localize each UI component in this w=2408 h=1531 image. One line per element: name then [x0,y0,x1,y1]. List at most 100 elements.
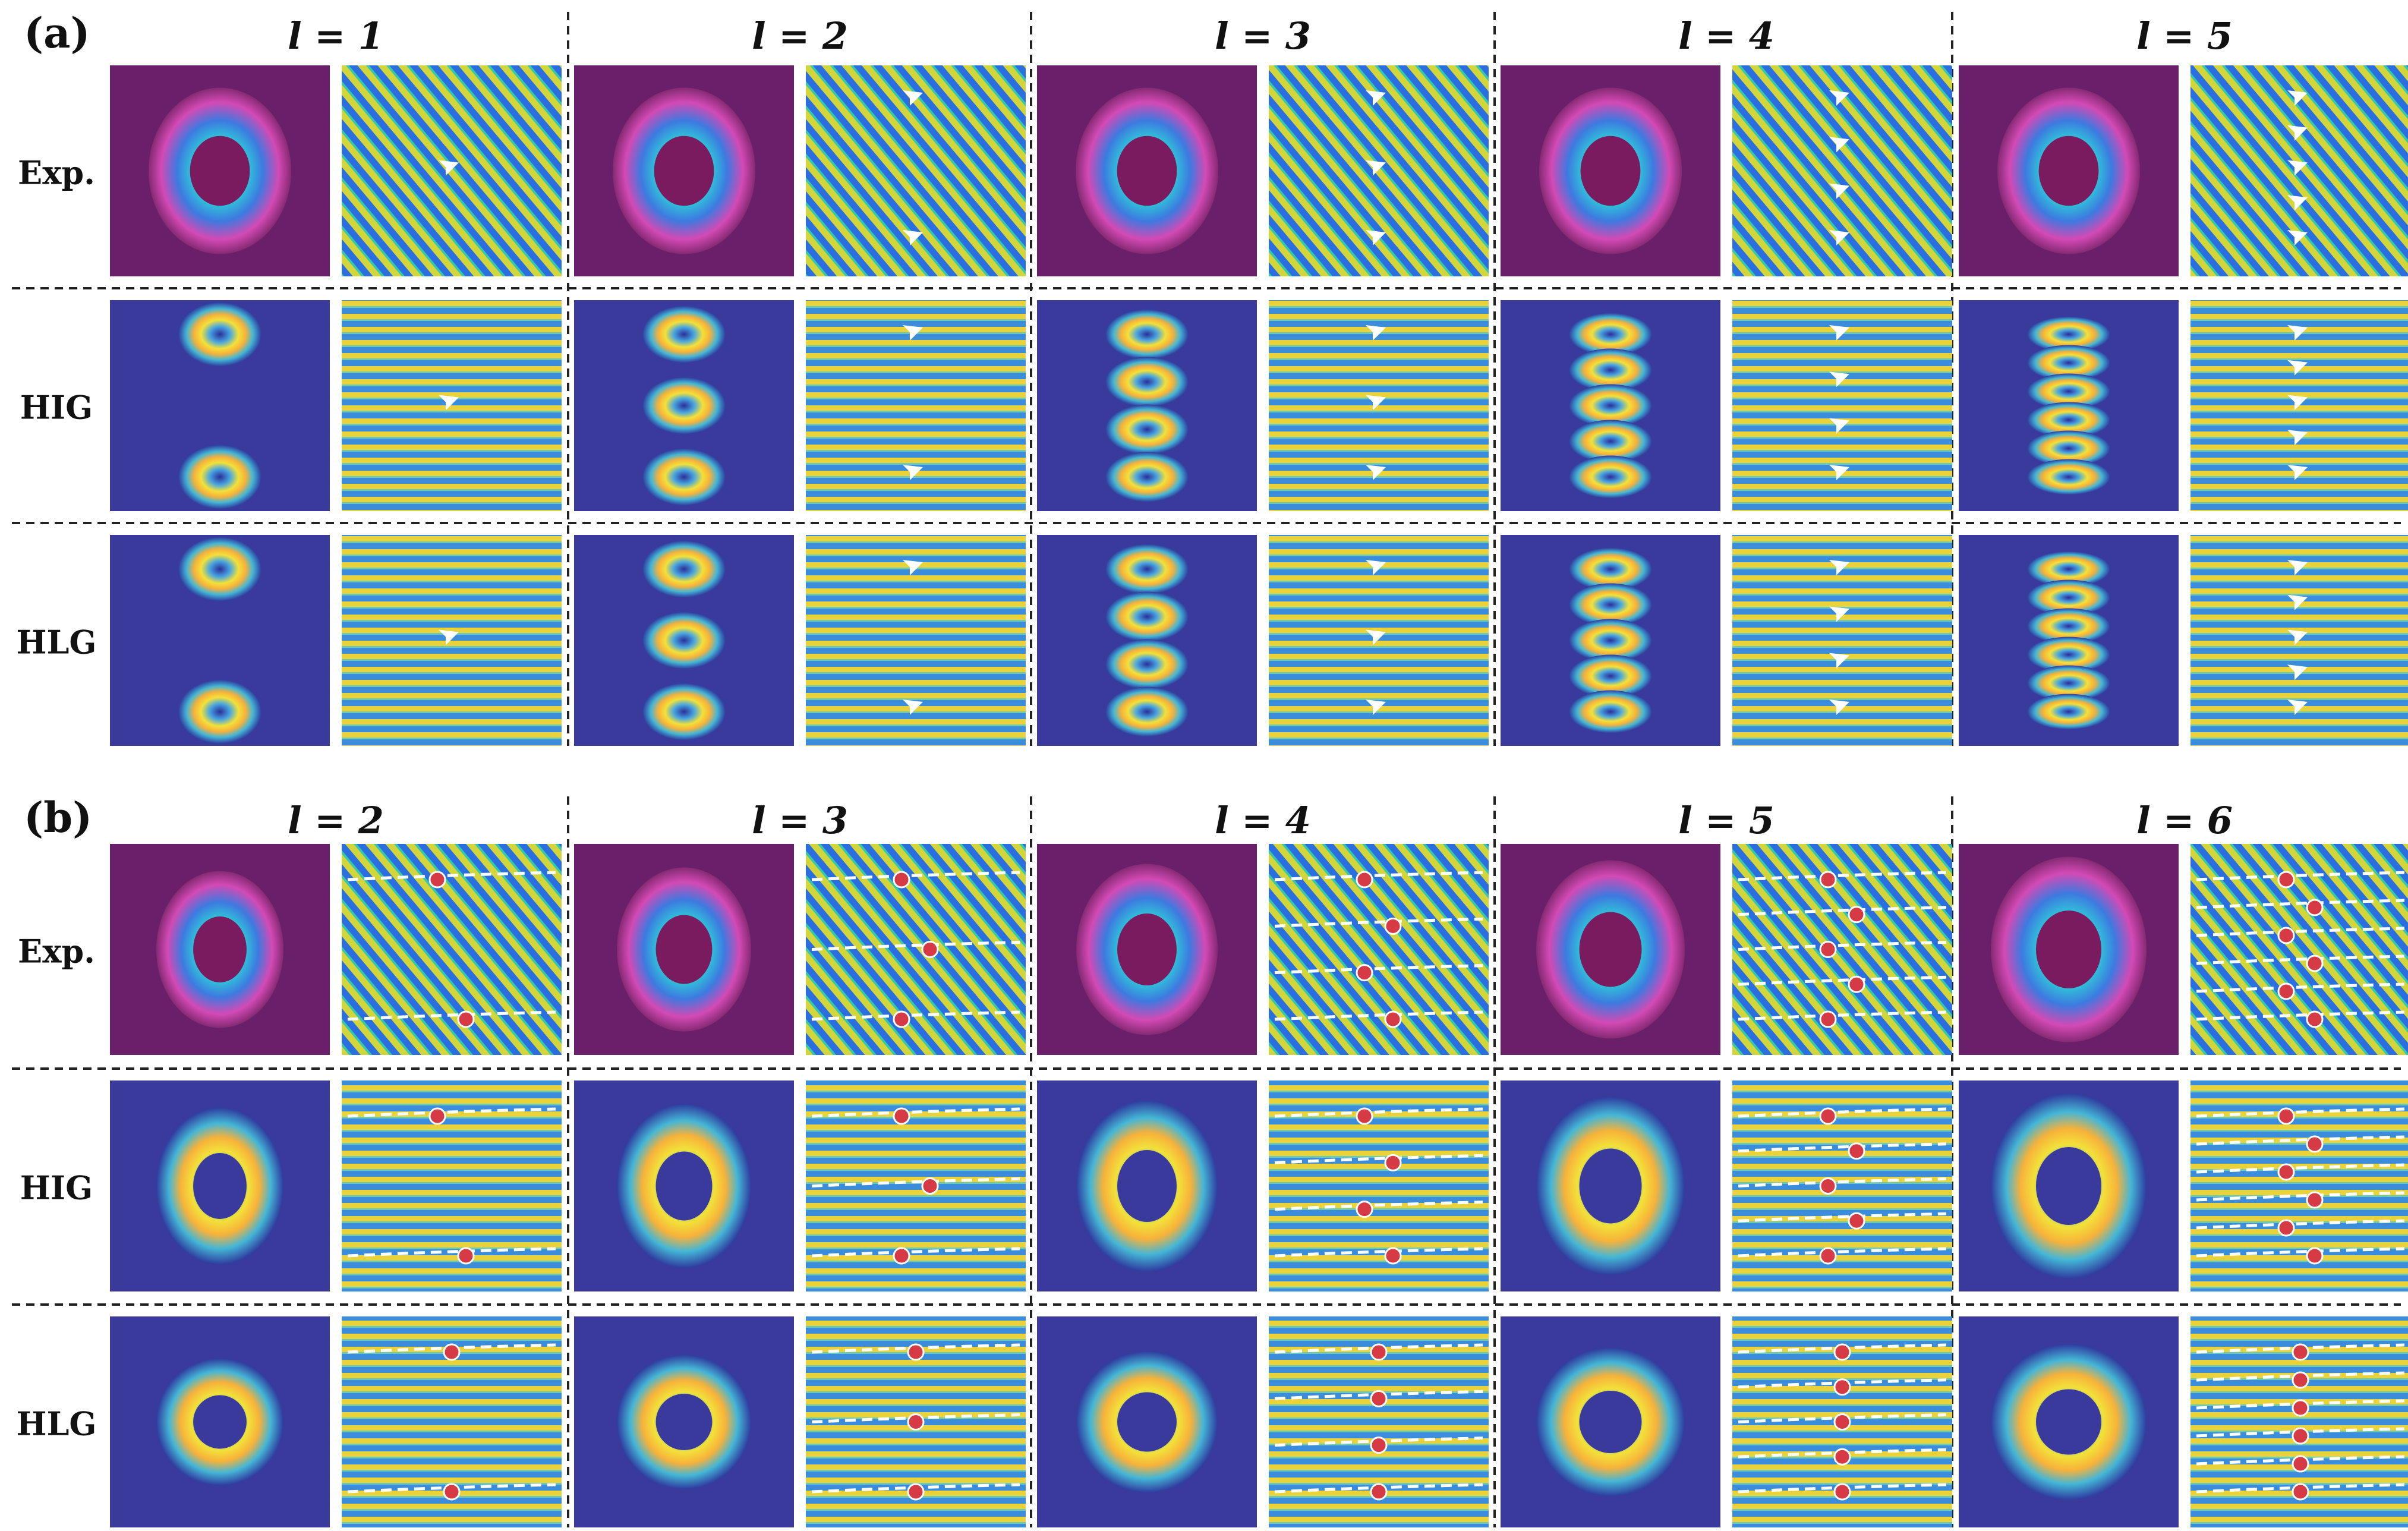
red-dot-icon [1819,1247,1837,1265]
white-arrow-icon [2287,230,2308,245]
white-arrow-icon [903,560,923,575]
red-dot-icon [1384,917,1402,935]
beam-lobe [2027,459,2110,495]
interference-image [2190,1080,2408,1291]
column-header: l = 4 [1678,14,1775,58]
beam-lobe [2027,665,2110,701]
interference-image [1732,844,1952,1055]
beam-lobe [1105,686,1189,737]
row-label: Exp. [18,154,95,192]
column-header: l = 3 [1215,14,1311,58]
interference-image [1269,300,1489,511]
red-dot-icon [2292,1371,2309,1389]
beam-lobe [642,540,726,598]
column-header: l = 5 [2136,14,2233,58]
red-dot-icon [1356,1201,1373,1218]
white-arrow-icon [903,700,923,715]
interference-image [342,300,562,511]
red-dot-icon [2292,1343,2309,1361]
red-dot-icon [907,1343,925,1361]
red-dot-icon [2292,1399,2309,1417]
dashed-fringe-line [1274,964,1483,975]
white-arrow-icon [2287,594,2308,610]
interference-image [1269,1080,1489,1291]
beam-lobe [1569,690,1652,733]
dashed-fringe-line [2196,1219,2405,1230]
white-arrow-icon [1366,465,1386,480]
red-dot-icon [1848,906,1865,924]
white-arrow-icon [2287,395,2308,411]
dashed-fringe-line [811,941,1020,951]
interference-image [1732,1080,1952,1291]
white-arrow-icon [1829,137,1849,153]
dashed-fringe-line [1738,1142,1947,1153]
dashed-fringe-line [1274,1154,1483,1164]
dashed-fringe-line [1738,1212,1947,1223]
beam-lobe [2027,608,2110,644]
red-dot-icon [921,1177,939,1195]
interference-image [1269,535,1489,746]
beam-core [190,136,250,206]
red-dot-icon [2277,1219,2295,1237]
column-header: l = 2 [752,14,848,58]
white-arrow-icon [2287,560,2308,575]
dashed-fringe-line [1274,871,1483,881]
dashed-fringe-line [1274,1247,1483,1258]
beam-lobe [642,377,726,434]
beam-lobe [1569,348,1652,392]
white-arrow-icon [2287,465,2308,480]
white-arrow-icon [2287,160,2308,176]
red-dot-icon [1370,1483,1388,1501]
dashed-fringe-line [2196,1107,2405,1118]
white-arrow-icon [1829,560,1849,575]
beam-lobe [1569,455,1652,499]
row-label: Exp. [18,933,95,971]
beam-lobe [1105,544,1189,594]
red-dot-icon [893,1247,910,1265]
white-arrow-icon [1366,629,1386,645]
beam-core [655,915,713,984]
beam-core [2035,910,2102,989]
red-dot-icon [2277,1163,2295,1181]
red-dot-icon [1819,1177,1837,1195]
dashed-fringe-line [1738,1107,1947,1118]
interference-image [1732,65,1952,276]
red-dot-icon [2306,899,2324,916]
column-header: l = 2 [288,799,384,842]
red-dot-icon [1848,1142,1865,1160]
beam-core [655,1151,713,1221]
red-dot-icon [2306,1247,2324,1265]
dashed-fringe-line [1274,1201,1483,1211]
beam-lobe [1105,452,1189,502]
red-dot-icon [2292,1427,2309,1445]
beam-lobe [642,448,726,506]
beam-core [1579,1391,1642,1453]
red-dot-icon [1384,1247,1402,1265]
beam-lobe [178,445,261,509]
red-dot-icon [1833,1378,1851,1396]
beam-core [655,1394,713,1450]
beam-lobe [1569,384,1652,427]
beam-lobe [2027,551,2110,587]
white-arrow-icon [1829,606,1849,622]
beam-core [1579,1148,1642,1224]
red-dot-icon [893,1107,910,1125]
red-dot-icon [1370,1437,1388,1454]
white-arrow-icon [1366,395,1386,411]
white-arrow-icon [439,160,459,176]
row-label: HIG [20,1169,93,1207]
beam-core [1117,1150,1177,1222]
dashed-fringe-line [2196,954,2405,965]
white-arrow-icon [1366,700,1386,715]
beam-core [654,136,714,206]
beam-lobe [1569,420,1652,463]
white-arrow-icon [2287,90,2308,106]
interference-image [806,1080,1026,1291]
dashed-fringe-line [1738,871,1947,881]
beam-lobe [1569,654,1652,698]
white-arrow-icon [1829,465,1849,480]
interference-image [1732,300,1952,511]
white-arrow-icon [2287,325,2308,341]
white-arrow-icon [1366,160,1386,176]
